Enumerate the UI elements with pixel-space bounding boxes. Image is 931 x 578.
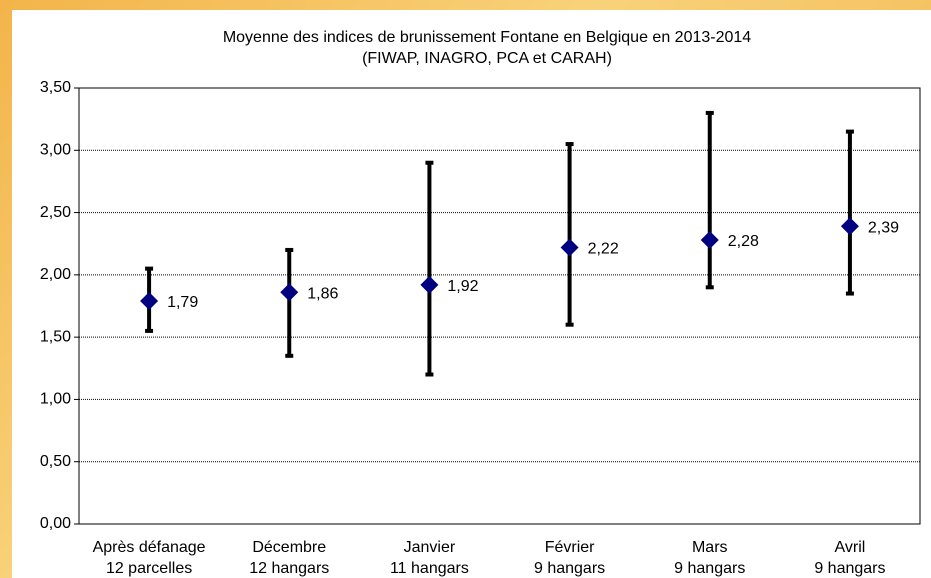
value-label: 1,86 [307, 286, 338, 303]
x-tick-sublabel: 12 hangars [249, 560, 329, 577]
marker [700, 230, 719, 249]
value-label: 1,79 [167, 294, 198, 311]
y-tick-label: 1,00 [40, 391, 71, 408]
marker [280, 283, 299, 302]
x-tick-sublabel: 9 hangars [534, 560, 605, 577]
x-tick-sublabel: 11 hangars [390, 560, 469, 577]
chart-title: Moyenne des indices de brunissement Font… [223, 29, 751, 46]
y-tick-label: 3,00 [40, 142, 71, 159]
marker [420, 275, 439, 294]
chart-subtitle: (FIWAP, INAGRO, PCA et CARAH) [362, 50, 612, 67]
marker [140, 292, 159, 311]
y-tick-label: 0,50 [40, 453, 71, 470]
x-tick-label: Décembre [252, 539, 326, 556]
chart-panel [12, 10, 931, 578]
x-tick-label: Mars [692, 539, 728, 556]
y-tick-label: 0,00 [40, 515, 71, 532]
x-tick-label: Avril [835, 539, 866, 556]
y-tick-label: 3,50 [40, 79, 71, 96]
y-tick-label: 2,50 [40, 204, 71, 221]
value-label: 2,28 [728, 233, 759, 250]
marker [840, 217, 859, 236]
x-tick-sublabel: 9 hangars [674, 560, 745, 577]
value-label: 2,22 [588, 241, 619, 258]
x-tick-label: Février [545, 539, 595, 556]
y-tick-label: 2,00 [40, 266, 71, 283]
value-label: 1,92 [447, 278, 478, 295]
x-tick-label: Après défanage [93, 539, 206, 556]
plot-border [78, 87, 921, 525]
x-tick-sublabel: 12 parcelles [106, 560, 192, 577]
x-tick-sublabel: 9 hangars [814, 560, 885, 577]
y-tick-label: 1,50 [40, 328, 71, 345]
marker [560, 238, 579, 257]
x-tick-label: Janvier [404, 539, 456, 556]
value-label: 2,39 [868, 219, 899, 236]
